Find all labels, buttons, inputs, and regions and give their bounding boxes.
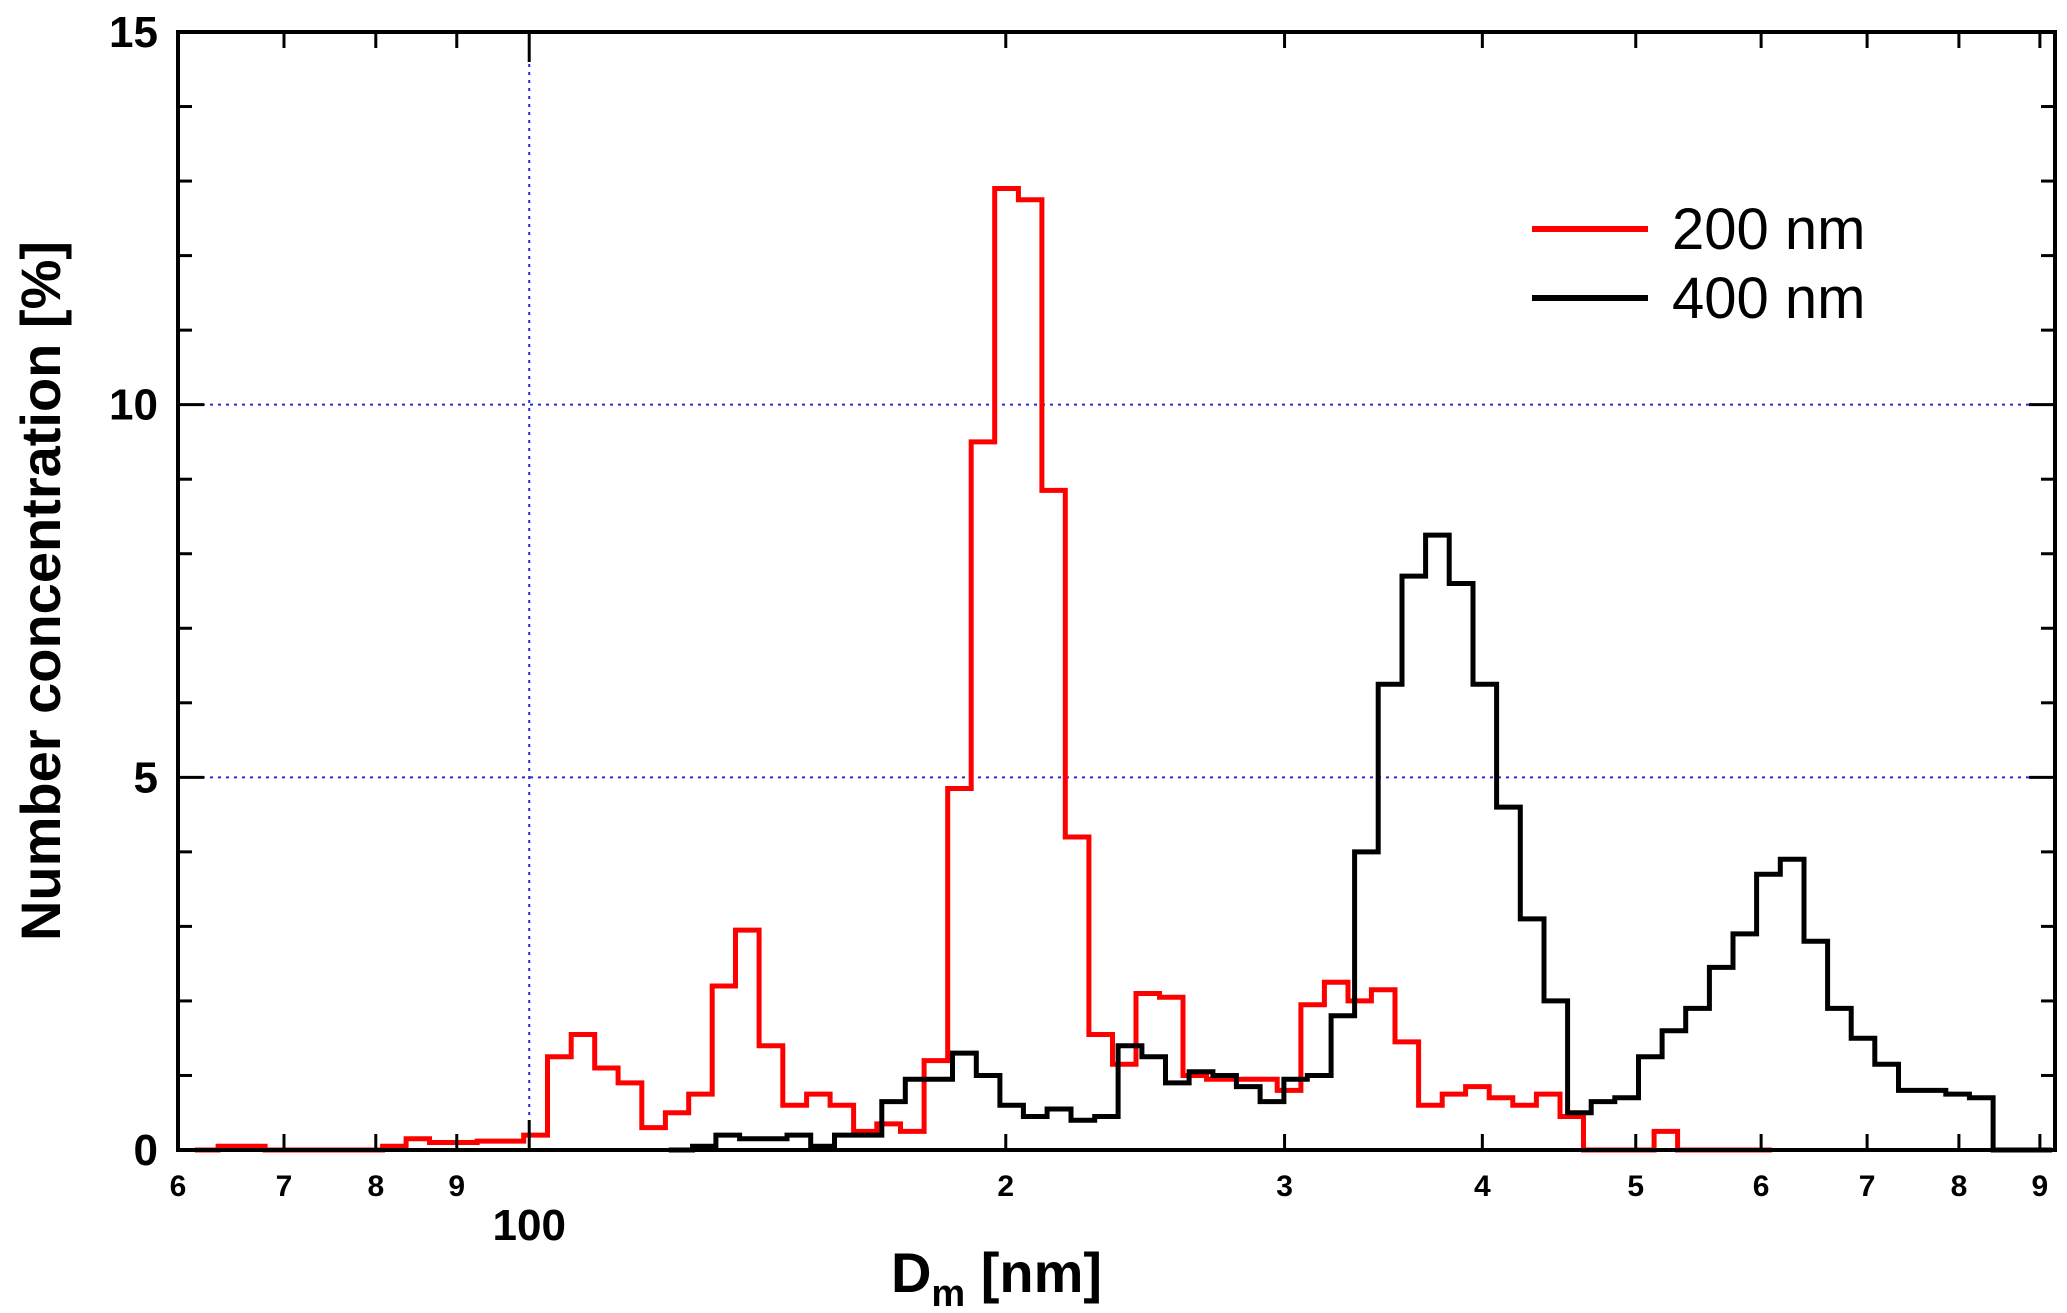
x-tick-label: 2 — [997, 1170, 1014, 1203]
x-tick-label: 8 — [367, 1170, 384, 1203]
x-tick-label: 100 — [493, 1201, 566, 1250]
y-tick-label: 10 — [109, 381, 158, 430]
x-tick-label: 4 — [1474, 1170, 1491, 1203]
x-tick-label: 8 — [1951, 1170, 1968, 1203]
x-tick-label: 9 — [448, 1170, 465, 1203]
grid-lines — [178, 32, 2055, 1150]
y-tick-label: 5 — [134, 753, 158, 802]
x-tick-label: 6 — [1753, 1170, 1770, 1203]
x-axis-title-suffix: [nm] — [965, 1241, 1102, 1304]
series-group — [195, 186, 2052, 1153]
x-tick-label: 7 — [1859, 1170, 1876, 1203]
legend-label-200nm: 200 nm — [1672, 197, 1865, 262]
axis-ticks — [176, 30, 2055, 1152]
axis-tick-labels: 0 5 10 15 6 7 8 9 100 2 3 4 5 6 7 8 9 — [109, 8, 2048, 1250]
legend: 200 nm 400 nm — [1532, 197, 1865, 331]
y-tick-label: 15 — [109, 8, 158, 57]
x-tick-label: 5 — [1627, 1170, 1644, 1203]
x-tick-label: 7 — [276, 1170, 293, 1203]
series-line-400nm — [668, 532, 2052, 1153]
x-tick-label: 3 — [1276, 1170, 1293, 1203]
y-tick-label: 0 — [134, 1126, 158, 1175]
plot-frame — [176, 30, 2057, 1152]
series-line-200nm — [195, 186, 1772, 1153]
x-axis-title-subscript: m — [931, 1273, 965, 1313]
x-tick-label: 9 — [2032, 1170, 2049, 1203]
x-axis-title: Dm [nm] — [891, 1241, 1102, 1313]
legend-label-400nm: 400 nm — [1672, 266, 1865, 331]
x-tick-label: 6 — [170, 1170, 187, 1203]
y-axis-title: Number concentration [%] — [9, 241, 72, 941]
x-axis-title-main: D — [891, 1241, 931, 1304]
